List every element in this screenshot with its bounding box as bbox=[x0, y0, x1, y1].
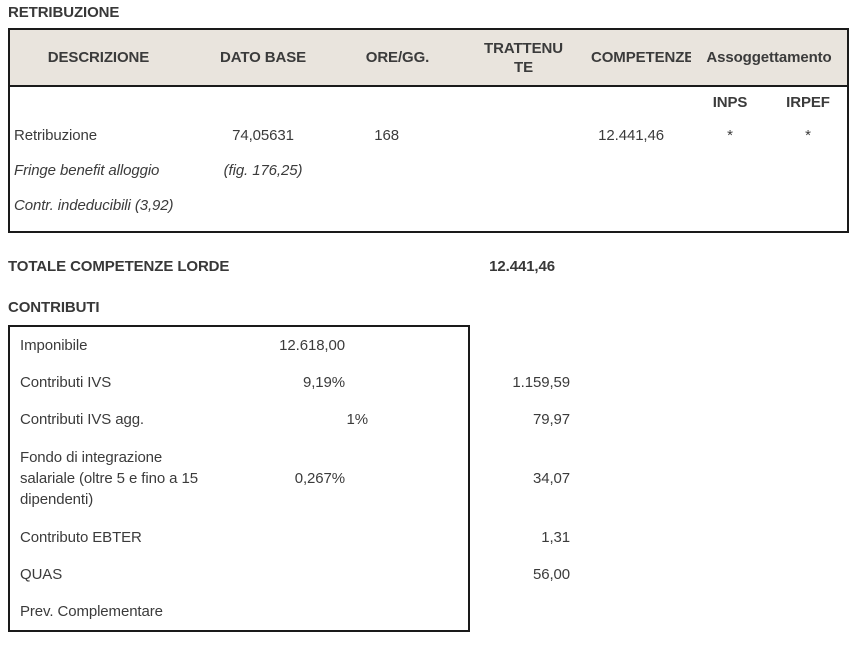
contrib-rate bbox=[209, 593, 470, 632]
contrib-rate bbox=[209, 519, 470, 556]
cell-dato-base: 74,05631 bbox=[232, 126, 294, 144]
table-row: Contributi IVS agg. 1% 79,97 bbox=[8, 401, 571, 438]
cell-trattenute bbox=[456, 188, 591, 223]
cell-descrizione: Contr. indeducibili (3,92) bbox=[14, 197, 174, 214]
cell-competenze bbox=[591, 153, 691, 188]
column-header-competenze: COMPETENZE bbox=[591, 29, 691, 87]
cell-irpef-flag bbox=[769, 188, 848, 223]
table-row: Imponibile 12.618,00 bbox=[8, 325, 571, 364]
table-row: Prev. Complementare bbox=[8, 593, 571, 632]
cell-inps-flag bbox=[691, 153, 769, 188]
subheader-spacer bbox=[9, 86, 691, 117]
cell-ore-gg bbox=[339, 188, 456, 223]
subheader-irpef: IRPEF bbox=[786, 93, 830, 111]
column-header-descrizione: DESCRIZIONE bbox=[9, 29, 187, 87]
contrib-rate: 12.618,00 bbox=[209, 325, 470, 364]
table-row: Contributo EBTER 1,31 bbox=[8, 519, 571, 556]
cell-competenze bbox=[591, 188, 691, 223]
subheader-inps: INPS bbox=[712, 93, 748, 111]
cell-inps-flag bbox=[691, 188, 769, 223]
contrib-amount bbox=[469, 593, 571, 631]
cell-trattenute bbox=[456, 153, 591, 188]
assoggettamento-subheader-row: INPS IRPEF bbox=[9, 86, 848, 117]
contrib-rate: 1% bbox=[209, 401, 470, 438]
cell-descrizione: Retribuzione bbox=[14, 126, 98, 144]
contrib-label: Imponibile bbox=[8, 325, 209, 364]
table-row: Fringe benefit alloggio (fig. 176,25) bbox=[9, 153, 848, 188]
cell-dato-base bbox=[187, 188, 339, 223]
contrib-label: Prev. Complementare bbox=[8, 593, 209, 632]
contributi-table: Imponibile 12.618,00 Contributi IVS 9,19… bbox=[8, 325, 572, 632]
contrib-label: Contributi IVS bbox=[8, 364, 209, 401]
cell-inps-flag: * bbox=[727, 126, 733, 144]
retribuzione-table: DESCRIZIONE DATO BASE ORE/GG. TRATTENU T… bbox=[8, 28, 849, 233]
totale-value: 12.441,46 bbox=[489, 258, 555, 275]
table-row: Contr. indeducibili (3,92) bbox=[9, 188, 848, 223]
contrib-amount: 34,07 bbox=[532, 470, 570, 487]
contrib-amount: 1,31 bbox=[541, 529, 570, 546]
cell-ore-gg bbox=[339, 153, 456, 188]
column-header-dato-base: DATO BASE bbox=[187, 29, 339, 87]
column-header-assoggettamento: Assoggettamento bbox=[691, 29, 848, 87]
table-row: Retribuzione 74,05631 168 12.441,46 * * bbox=[9, 117, 848, 153]
retribuzione-section-title: RETRIBUZIONE bbox=[8, 4, 120, 21]
contrib-rate bbox=[209, 556, 470, 593]
cell-dato-base: (fig. 176,25) bbox=[223, 162, 303, 179]
retribuzione-header-row: DESCRIZIONE DATO BASE ORE/GG. TRATTENU T… bbox=[9, 29, 848, 87]
contrib-amount: 56,00 bbox=[532, 566, 570, 583]
contrib-rate: 9,19% bbox=[209, 364, 470, 401]
contrib-label: Contributi IVS agg. bbox=[8, 401, 209, 438]
contrib-amount: 79,97 bbox=[532, 411, 570, 428]
contrib-label: QUAS bbox=[8, 556, 209, 593]
column-header-trattenute: TRATTENU TE bbox=[456, 29, 591, 87]
contrib-label: Contributo EBTER bbox=[8, 519, 209, 556]
cell-irpef-flag bbox=[769, 153, 848, 188]
totale-competenze-row: TOTALE COMPETENZE LORDE 12.441,46 bbox=[8, 258, 555, 275]
table-row: Contributi IVS 9,19% 1.159,59 bbox=[8, 364, 571, 401]
cell-ore-gg: 168 bbox=[374, 126, 399, 144]
cell-irpef-flag: * bbox=[805, 126, 811, 144]
cell-trattenute bbox=[456, 117, 591, 153]
cell-competenze: 12.441,46 bbox=[598, 126, 664, 144]
contrib-rate: 0,267% bbox=[209, 438, 470, 519]
contrib-amount bbox=[469, 326, 571, 364]
table-row: QUAS 56,00 bbox=[8, 556, 571, 593]
contrib-label: Fondo di integrazione salariale (oltre 5… bbox=[8, 438, 209, 519]
contributi-section-title: CONTRIBUTI bbox=[8, 299, 100, 316]
column-header-ore-gg: ORE/GG. bbox=[339, 29, 456, 87]
table-row: Fondo di integrazione salariale (oltre 5… bbox=[8, 438, 571, 519]
contrib-amount: 1.159,59 bbox=[512, 374, 570, 391]
totale-label: TOTALE COMPETENZE LORDE bbox=[8, 258, 230, 275]
table-bottom-spacer bbox=[9, 223, 848, 232]
cell-descrizione: Fringe benefit alloggio bbox=[14, 162, 160, 179]
